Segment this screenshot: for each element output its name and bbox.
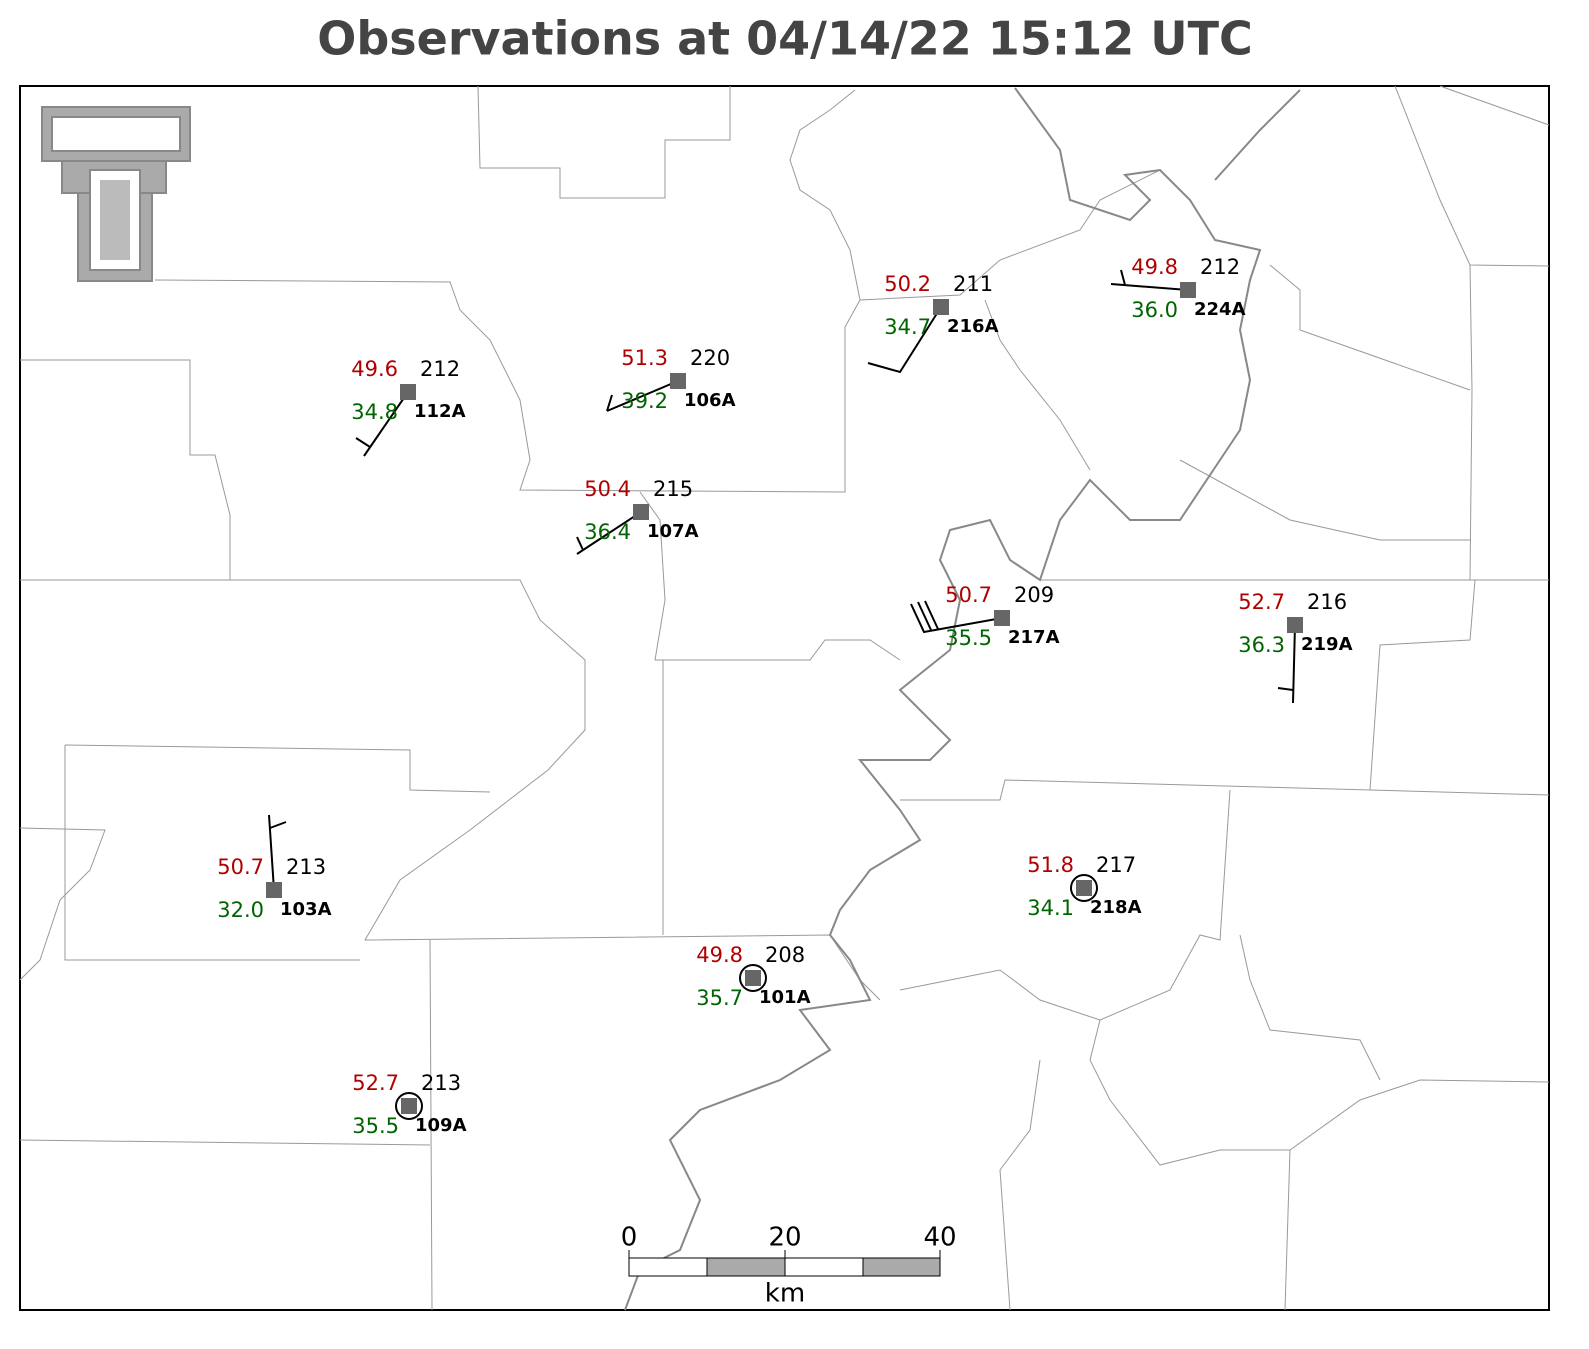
scale-unit: km — [765, 1279, 805, 1309]
station: 51.8 217 34.1 218A — [1027, 853, 1141, 920]
pressure: 220 — [690, 346, 730, 370]
station-marker — [933, 299, 949, 315]
pressure: 212 — [1200, 255, 1240, 279]
station-id: 219A — [1301, 634, 1353, 655]
station: 52.7 213 35.5 109A — [352, 1071, 466, 1138]
station-id: 217A — [1008, 627, 1060, 648]
station-id: 224A — [1194, 299, 1246, 320]
pressure: 208 — [765, 943, 805, 967]
station: 50.7 209 35.5 217A — [910, 583, 1060, 650]
station-id: 106A — [684, 390, 736, 411]
pressure: 217 — [1096, 853, 1136, 877]
station-marker — [1076, 880, 1092, 896]
pressure: 211 — [953, 272, 993, 296]
station: 50.4 215 36.4 107A — [576, 477, 699, 555]
wind-barb — [268, 814, 287, 891]
dewpoint: 36.4 — [584, 520, 631, 544]
scale-bar: 0 20 40 km — [621, 1223, 957, 1309]
station-id: 107A — [647, 521, 699, 542]
dewpoint: 35.7 — [696, 986, 743, 1010]
scale-segment — [784, 1257, 864, 1277]
temperature: 49.8 — [696, 943, 743, 967]
temperature: 50.2 — [884, 272, 931, 296]
station: 52.7 216 36.3 219A — [1238, 590, 1353, 704]
dewpoint: 35.5 — [352, 1114, 399, 1138]
scale-segment — [628, 1257, 708, 1277]
dewpoint: 36.3 — [1238, 633, 1285, 657]
wind-barb — [910, 600, 1003, 634]
temperature: 50.4 — [584, 477, 631, 501]
calm-circle — [739, 964, 767, 992]
station: 50.7 213 32.0 103A — [217, 814, 332, 922]
station-id: 112A — [414, 401, 466, 422]
temperature: 50.7 — [217, 855, 264, 879]
dewpoint: 35.5 — [945, 626, 992, 650]
station: 49.8 208 35.7 101A — [696, 943, 810, 1010]
station-marker — [994, 610, 1010, 626]
station-marker — [266, 882, 282, 898]
temperature: 51.8 — [1027, 853, 1074, 877]
station-marker — [1287, 617, 1303, 633]
station-marker — [1180, 282, 1196, 298]
dewpoint: 32.0 — [217, 898, 264, 922]
pressure: 213 — [286, 855, 326, 879]
station-id: 101A — [759, 987, 811, 1008]
station-id: 109A — [415, 1115, 467, 1136]
station-id: 103A — [280, 899, 332, 920]
dewpoint: 34.8 — [351, 400, 398, 424]
calm-circle — [1070, 874, 1098, 902]
station: 49.8 212 36.0 224A — [1110, 255, 1246, 322]
station-marker — [400, 384, 416, 400]
wind-barb — [1277, 624, 1296, 704]
pressure: 216 — [1307, 590, 1347, 614]
wind-barb — [355, 391, 409, 457]
pressure: 213 — [421, 1071, 461, 1095]
title: Observations at 04/14/22 15:12 UTC — [317, 12, 1252, 66]
scale-label: 40 — [923, 1223, 956, 1253]
station-marker — [670, 373, 686, 389]
wind-barb — [576, 511, 642, 555]
pressure: 215 — [653, 477, 693, 501]
wind-barb — [1110, 269, 1189, 291]
temperature: 52.7 — [352, 1071, 399, 1095]
station-marker — [745, 970, 761, 986]
calm-circle — [395, 1092, 423, 1120]
wind-barb — [867, 306, 942, 374]
station: 50.2 211 34.7 216A — [867, 272, 999, 374]
station-marker — [633, 504, 649, 520]
scale-label: 0 — [621, 1223, 638, 1253]
temperature: 52.7 — [1238, 590, 1285, 614]
station: 49.6 212 34.8 112A — [351, 357, 466, 457]
wind-barb — [606, 380, 679, 412]
map-frame — [19, 85, 1550, 1311]
station-marker — [401, 1098, 417, 1114]
boundaries — [19, 85, 1550, 1311]
station: 51.3 220 39.2 106A — [606, 346, 736, 413]
dewpoint: 34.1 — [1027, 896, 1074, 920]
scale-segment — [862, 1257, 941, 1277]
logo — [41, 106, 191, 282]
scale-label: 20 — [768, 1223, 801, 1253]
temperature: 49.8 — [1131, 255, 1178, 279]
temperature: 50.7 — [945, 583, 992, 607]
dewpoint: 34.7 — [884, 315, 931, 339]
scale-segment — [706, 1257, 786, 1277]
temperature: 51.3 — [621, 346, 668, 370]
temperature: 49.6 — [351, 357, 398, 381]
dewpoint: 36.0 — [1131, 298, 1178, 322]
dewpoint: 39.2 — [621, 389, 668, 413]
pressure: 209 — [1014, 583, 1054, 607]
station-id: 216A — [947, 316, 999, 337]
station-id: 218A — [1090, 897, 1142, 918]
pressure: 212 — [420, 357, 460, 381]
